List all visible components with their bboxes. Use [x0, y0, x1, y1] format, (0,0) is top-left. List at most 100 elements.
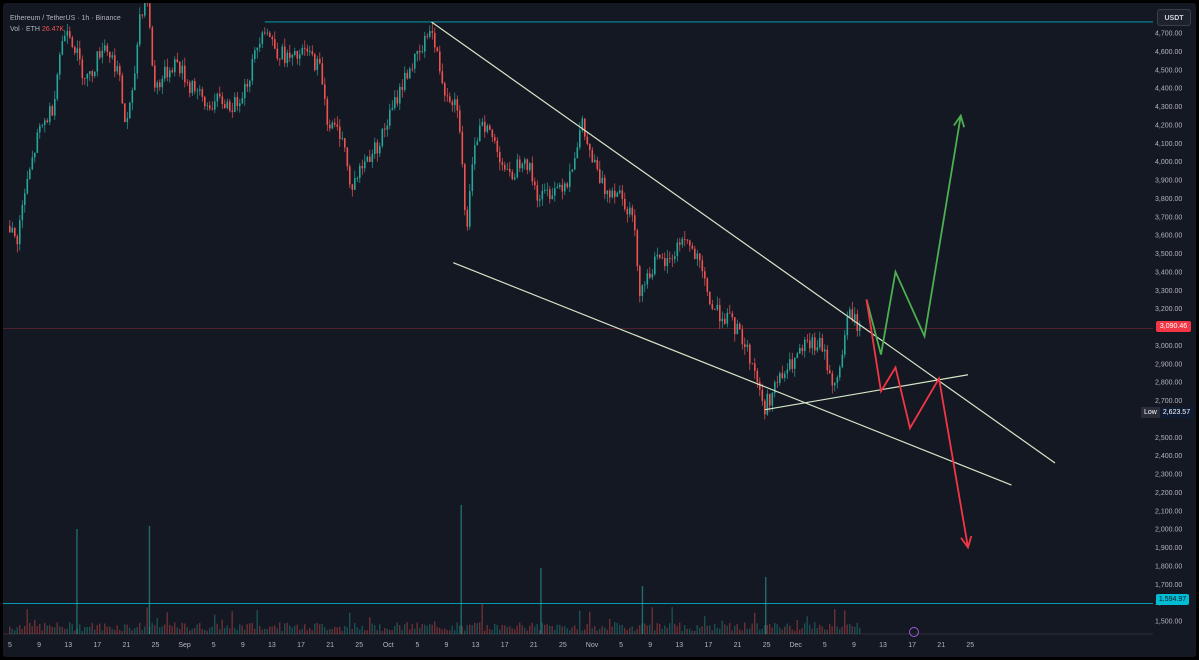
volume-bar-175: [446, 630, 448, 634]
volume-bar-66: [174, 622, 176, 634]
volume-bar-67: [176, 627, 178, 634]
volume-bar-80: [209, 627, 211, 634]
candle-body-226: [574, 158, 576, 170]
chart-settings-icon[interactable]: [909, 627, 919, 637]
volume-bar-126: [324, 627, 326, 634]
price-chart[interactable]: 4,700.00 4,600.00 4,500.00 4,400.00 4,300.00…: [3, 3, 1196, 657]
volume-bar-206: [524, 627, 526, 634]
candle-body-248: [629, 207, 631, 215]
volume-bar-245: [621, 624, 623, 634]
candle-body-1: [11, 227, 14, 233]
price-tick-24: 2,100.00: [1155, 508, 1182, 515]
candle-body-258: [654, 256, 656, 275]
candle-body-235: [596, 159, 599, 170]
candle-body-53: [141, 14, 144, 16]
volume-bar-303: [766, 625, 768, 634]
time-tick-5: 25: [152, 642, 160, 649]
time-tick-28: 5: [823, 642, 827, 649]
volume-bar-0: [9, 626, 11, 634]
volume-bar-147: [376, 630, 378, 634]
volume-bar-164: [419, 628, 421, 634]
volume-bar-329: [831, 626, 833, 634]
volume-bar-90: [234, 627, 236, 634]
volume-bar-289: [731, 630, 733, 634]
candle-body-12: [39, 125, 41, 133]
volume-bar-31: [86, 626, 88, 634]
candle-body-144: [369, 156, 371, 163]
volume-bar-106: [274, 625, 276, 634]
volume-bar-16: [49, 625, 51, 634]
volume-bar-325: [821, 626, 823, 634]
candle-body-3: [16, 236, 19, 245]
volume-bar-36: [99, 623, 101, 634]
candle-body-335: [846, 317, 849, 336]
volume-bar-86: [224, 628, 226, 634]
candle-body-259: [656, 254, 659, 257]
candle-body-14: [44, 120, 46, 125]
candle-body-197: [501, 162, 504, 165]
candle-body-40: [109, 51, 111, 58]
candle-body-99: [256, 47, 259, 51]
candle-body-331: [836, 377, 839, 383]
volume-bar-55: [146, 607, 148, 634]
candle-body-330: [834, 382, 836, 386]
volume-bar-176: [449, 630, 451, 634]
volume-bar-130: [334, 626, 336, 634]
volume-bar-323: [816, 628, 818, 634]
volume-bar-339: [856, 622, 858, 634]
time-tick-11: 21: [326, 642, 334, 649]
price-tick-27: 1,800.00: [1155, 563, 1182, 570]
candle-body-27: [76, 48, 79, 53]
volume-bar-29: [81, 630, 83, 634]
candle-body-89: [231, 110, 234, 113]
time-tick-8: 9: [241, 642, 245, 649]
candle-body-9: [31, 157, 34, 170]
volume-bar-19: [56, 622, 58, 634]
candle-body-298: [754, 363, 756, 371]
volume-bar-187: [476, 623, 478, 634]
candle-body-5: [21, 204, 24, 221]
candle-body-189: [481, 121, 484, 126]
price-tick-25: 2,000.00: [1155, 527, 1182, 534]
candle-body-320: [809, 340, 811, 349]
volume-bar-44: [119, 630, 121, 634]
volume-bar-59: [156, 618, 158, 634]
candle-body-7: [26, 178, 29, 194]
volume-bar-95: [246, 624, 248, 634]
volume-bar-113: [291, 627, 293, 634]
volume-bar-155: [396, 622, 398, 634]
volume-bar-139: [356, 627, 358, 634]
candle-body-78: [204, 96, 206, 107]
candle-body-218: [554, 188, 556, 196]
candle-body-340: [859, 324, 861, 331]
volume-bar-192: [489, 629, 491, 634]
candle-body-49: [131, 90, 134, 103]
candle-body-325: [821, 337, 824, 352]
volume-bar-200: [509, 626, 511, 634]
volume-spike-1: [148, 526, 151, 634]
candle-body-240: [609, 190, 611, 198]
candle-body-185: [471, 164, 474, 192]
volume-bar-116: [299, 629, 301, 634]
candle-body-107: [276, 48, 279, 59]
volume-bar-152: [389, 629, 391, 634]
volume-bar-120: [309, 628, 311, 634]
candle-body-249: [631, 207, 634, 216]
volume-bar-2: [14, 630, 16, 634]
volume-bar-51: [136, 627, 138, 634]
chart-frame[interactable]: 4,700.00 4,600.00 4,500.00 4,400.00 4,300.00…: [3, 3, 1196, 657]
candle-body-292: [739, 323, 741, 330]
symbol-title: Ethereum / TetherUS · 1h · Binance: [10, 15, 121, 22]
volume-bar-111: [286, 622, 288, 634]
volume-bar-257: [651, 607, 653, 634]
volume-bar-337: [851, 626, 853, 634]
currency-button[interactable]: USDT: [1157, 9, 1191, 26]
candle-body-294: [744, 344, 746, 347]
volume-bar-92: [239, 624, 241, 634]
volume-bar-177: [451, 625, 453, 634]
volume-bar-25: [71, 624, 73, 634]
candle-body-316: [799, 347, 801, 354]
volume-bar-123: [316, 622, 318, 634]
volume-bar-62: [164, 624, 166, 634]
volume-bar-237: [601, 626, 603, 634]
